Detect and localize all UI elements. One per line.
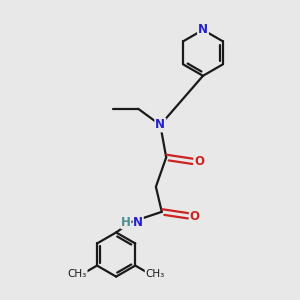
Text: H: H xyxy=(121,216,131,229)
Text: N: N xyxy=(133,216,143,229)
Text: O: O xyxy=(190,210,200,223)
Text: O: O xyxy=(194,155,204,168)
Text: CH₃: CH₃ xyxy=(68,269,87,279)
Text: N: N xyxy=(198,23,208,36)
Text: N: N xyxy=(155,118,165,131)
Text: CH₃: CH₃ xyxy=(145,269,164,279)
